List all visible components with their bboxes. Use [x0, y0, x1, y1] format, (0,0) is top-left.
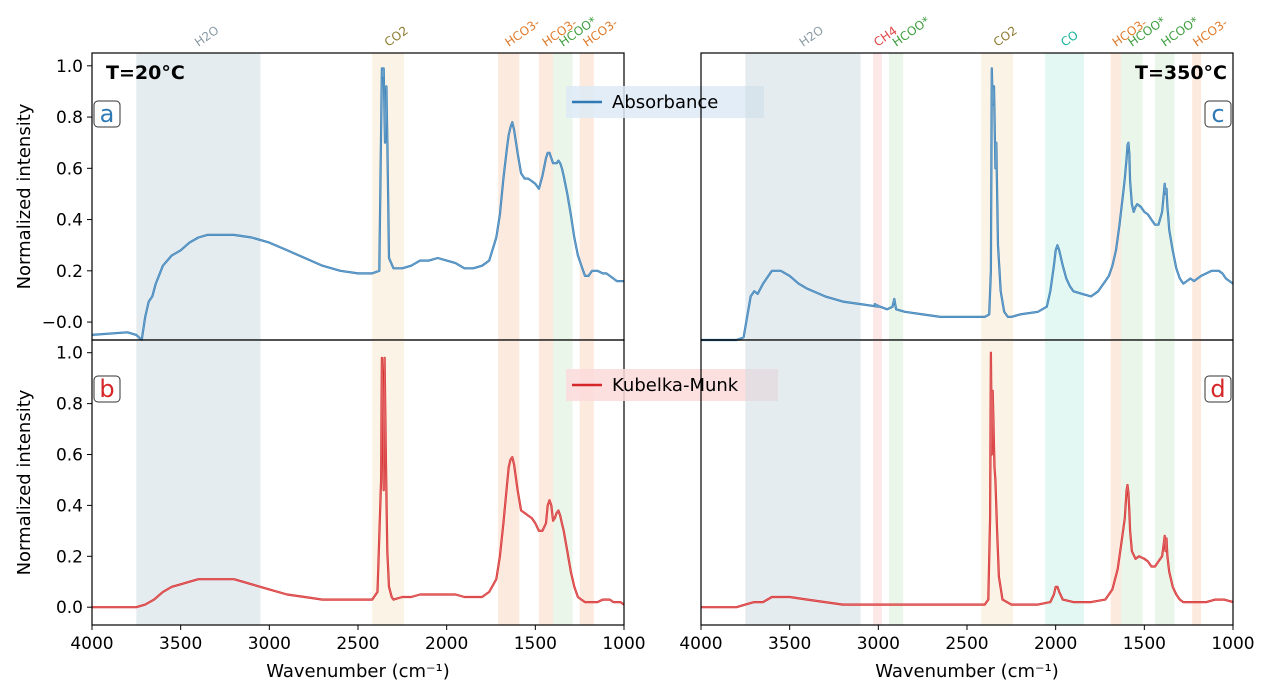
band-8	[1192, 53, 1201, 340]
x-axis-label: Wavenumber (cm⁻¹)	[875, 661, 1059, 682]
x-tick-label: 4000	[70, 634, 113, 654]
legend-label: Absorbance	[612, 92, 718, 113]
y-tick-label: 0.2	[56, 262, 83, 282]
temperature-label: T=350°C	[1135, 62, 1227, 84]
temperature-label: T=20°C	[106, 62, 185, 84]
y-axis-label: Normalized intensity	[14, 389, 35, 575]
band-8	[1192, 340, 1201, 625]
y-tick-label: 0.6	[56, 446, 83, 466]
band-4	[1045, 53, 1084, 340]
band-2	[889, 53, 903, 340]
y-tick-label: −0.0	[42, 313, 83, 333]
band-3	[981, 340, 1013, 625]
x-tick-label: 1500	[1123, 634, 1166, 654]
x-tick-label: 2500	[336, 634, 379, 654]
x-tick-label: 2000	[425, 634, 468, 654]
x-tick-label: 1500	[514, 634, 557, 654]
y-tick-label: 0.2	[56, 547, 83, 567]
x-tick-label: 1000	[602, 634, 645, 654]
band-3	[539, 53, 553, 340]
band-1	[873, 340, 882, 625]
band-6	[1121, 340, 1142, 625]
x-tick-label: 1000	[1211, 634, 1254, 654]
x-tick-label: 3000	[857, 634, 900, 654]
panel-letter: a	[100, 100, 115, 128]
y-tick-label: 0.0	[56, 598, 83, 618]
panel-letter: d	[1210, 375, 1225, 403]
band-1	[873, 53, 882, 340]
band-label: H2O	[192, 23, 221, 49]
y-tick-label: 0.4	[56, 211, 83, 231]
panel-letter: b	[99, 375, 114, 403]
x-tick-label: 4000	[679, 634, 722, 654]
band-label: CO	[1058, 28, 1081, 50]
band-0	[745, 340, 860, 625]
x-tick-label: 3500	[768, 634, 811, 654]
y-axis-label: Normalized intensity	[14, 103, 35, 289]
y-tick-label: 0.6	[56, 159, 83, 179]
band-7	[1155, 53, 1175, 340]
band-0	[745, 53, 860, 340]
x-tick-label: 3000	[248, 634, 291, 654]
band-2	[889, 340, 903, 625]
x-tick-label: 3500	[159, 634, 202, 654]
band-3	[539, 340, 553, 625]
x-tick-label: 2000	[1034, 634, 1077, 654]
band-4	[1045, 340, 1084, 625]
y-tick-label: 1.0	[56, 344, 83, 364]
y-tick-label: 0.8	[56, 108, 83, 128]
band-label: CO2	[991, 23, 1020, 49]
legend-label: Kubelka-Munk	[612, 375, 739, 396]
band-label: H2O	[797, 23, 826, 49]
band-0	[136, 53, 260, 340]
y-tick-label: 0.8	[56, 395, 83, 415]
band-label: HCO3-	[502, 16, 542, 50]
y-tick-label: 0.4	[56, 496, 83, 516]
band-5	[1111, 53, 1122, 340]
x-tick-label: 2500	[945, 634, 988, 654]
panel-a: H2O CO2 HCO3-HCO3-HCOO*HCO3-−0.00.20.40.60…	[14, 14, 764, 340]
panel-letter: c	[1211, 100, 1224, 128]
x-axis-label: Wavenumber (cm⁻¹)	[266, 661, 450, 682]
band-5	[1111, 340, 1122, 625]
band-label: CO2	[382, 23, 411, 49]
y-tick-label: 1.0	[56, 57, 83, 77]
panel-d: 4000 3500 3000 2500 2000 1500 1000 Wavenumber (…	[679, 340, 1254, 682]
panel-b: 0.0 0.2 0.4 0.6 0.8 1.0 4000 3500 3000 2500 2000 15…	[14, 340, 778, 682]
